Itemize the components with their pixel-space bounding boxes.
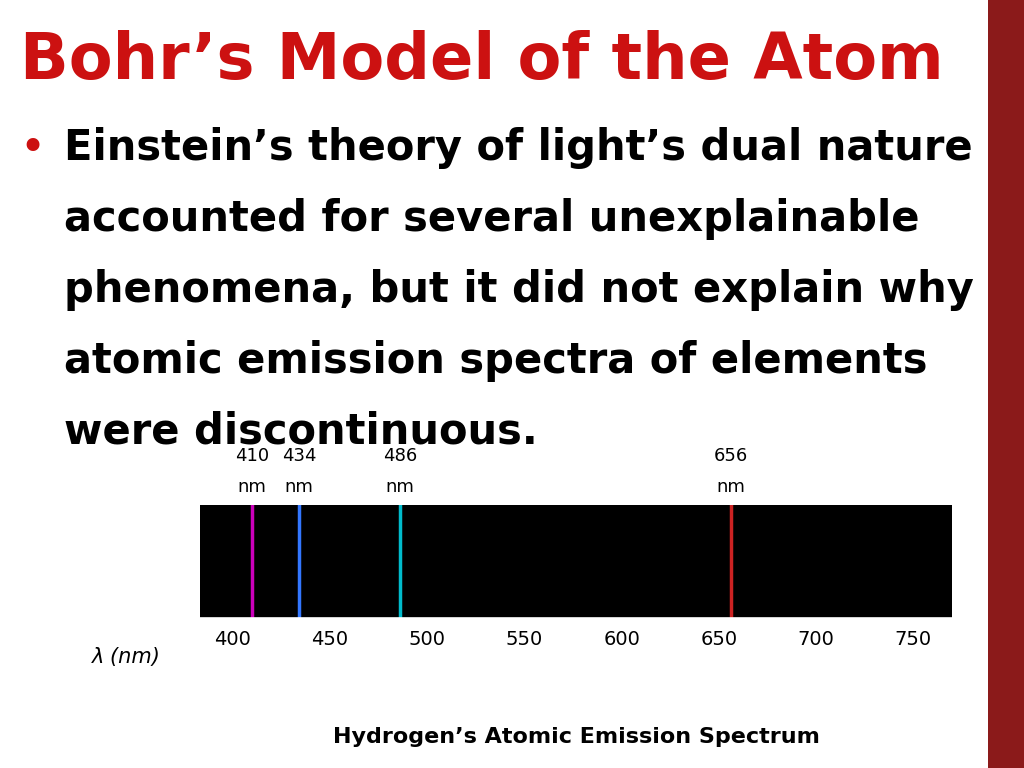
Text: 650: 650	[700, 631, 737, 649]
Text: •: •	[19, 127, 46, 170]
Text: nm: nm	[716, 478, 745, 495]
Text: 500: 500	[409, 631, 445, 649]
Text: 434: 434	[282, 447, 316, 465]
Text: nm: nm	[238, 478, 266, 495]
Text: Hydrogen’s Atomic Emission Spectrum: Hydrogen’s Atomic Emission Spectrum	[333, 727, 819, 747]
Text: 656: 656	[714, 447, 748, 465]
Text: atomic emission spectra of elements: atomic emission spectra of elements	[63, 340, 928, 382]
Text: 400: 400	[214, 631, 251, 649]
Text: Bohr’s Model of the Atom: Bohr’s Model of the Atom	[20, 31, 944, 92]
Text: were discontinuous.: were discontinuous.	[63, 411, 538, 453]
Text: λ (nm): λ (nm)	[92, 647, 161, 667]
Text: phenomena, but it did not explain why: phenomena, but it did not explain why	[63, 269, 974, 311]
Text: 600: 600	[603, 631, 640, 649]
Text: Einstein’s theory of light’s dual nature: Einstein’s theory of light’s dual nature	[63, 127, 973, 169]
Text: 700: 700	[798, 631, 835, 649]
Text: 550: 550	[506, 631, 543, 649]
Text: accounted for several unexplainable: accounted for several unexplainable	[63, 198, 920, 240]
Text: 410: 410	[236, 447, 269, 465]
Text: 486: 486	[383, 447, 417, 465]
Text: 750: 750	[895, 631, 932, 649]
Text: 450: 450	[311, 631, 348, 649]
Text: nm: nm	[285, 478, 313, 495]
Text: nm: nm	[386, 478, 415, 495]
